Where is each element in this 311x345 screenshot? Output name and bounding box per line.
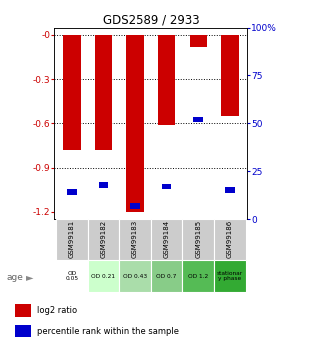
Bar: [162, 184, 171, 189]
Text: GSM99184: GSM99184: [164, 220, 169, 258]
Bar: [221, 35, 239, 116]
Text: ►: ►: [26, 272, 34, 282]
Text: age: age: [6, 273, 23, 282]
Bar: [99, 182, 108, 188]
Bar: [15, 304, 31, 317]
Bar: [214, 219, 246, 260]
Bar: [151, 260, 183, 292]
Text: OD 1.2: OD 1.2: [188, 274, 208, 278]
Bar: [119, 260, 151, 292]
Bar: [225, 187, 234, 193]
Bar: [15, 325, 31, 337]
Bar: [130, 203, 140, 209]
Text: log2 ratio: log2 ratio: [37, 306, 77, 315]
Text: GSM99182: GSM99182: [100, 220, 106, 258]
Text: OD 0.7: OD 0.7: [156, 274, 177, 278]
Title: GDS2589 / 2933: GDS2589 / 2933: [103, 13, 199, 27]
Bar: [183, 260, 214, 292]
Text: OD 0.21: OD 0.21: [91, 274, 115, 278]
Bar: [158, 35, 175, 125]
Bar: [214, 260, 246, 292]
Bar: [126, 35, 144, 212]
Text: GSM99183: GSM99183: [132, 220, 138, 258]
Bar: [151, 219, 183, 260]
Text: GSM99181: GSM99181: [69, 220, 75, 258]
Bar: [193, 117, 203, 122]
Text: stationar
y phase: stationar y phase: [217, 270, 243, 282]
Text: OD 0.43: OD 0.43: [123, 274, 147, 278]
Bar: [67, 189, 77, 195]
Text: GSM99186: GSM99186: [227, 220, 233, 258]
Bar: [88, 260, 119, 292]
Bar: [56, 260, 88, 292]
Bar: [56, 219, 88, 260]
Text: GSM99185: GSM99185: [195, 220, 201, 258]
Text: OD
0.05: OD 0.05: [65, 270, 78, 282]
Bar: [63, 35, 81, 150]
Bar: [119, 219, 151, 260]
Bar: [183, 219, 214, 260]
Bar: [88, 219, 119, 260]
Text: percentile rank within the sample: percentile rank within the sample: [37, 327, 179, 336]
Bar: [95, 35, 112, 150]
Bar: [190, 35, 207, 47]
